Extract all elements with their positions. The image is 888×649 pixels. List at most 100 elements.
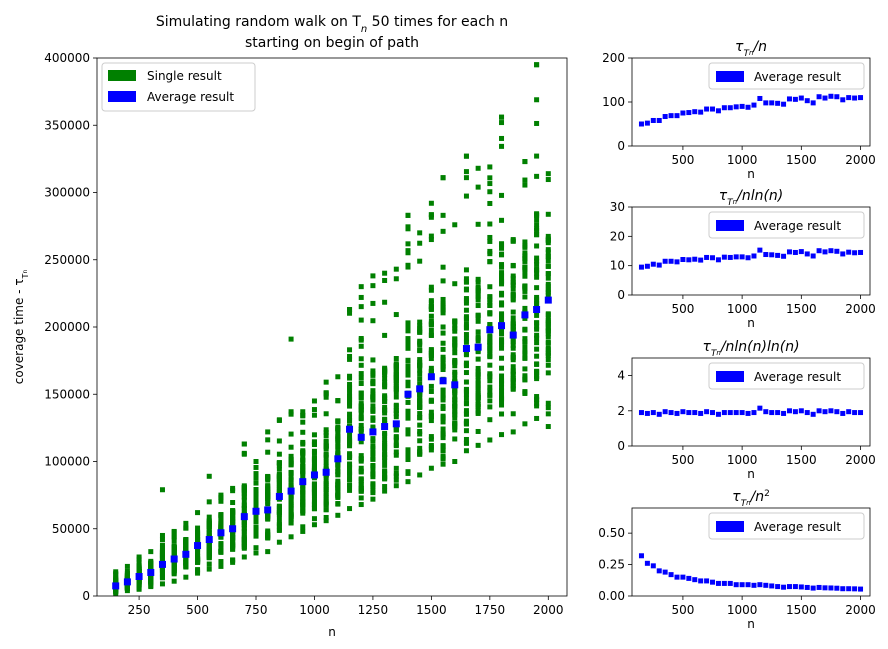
single-result-point (393, 408, 399, 414)
average-result-point (852, 586, 858, 592)
single-result-point (159, 581, 165, 587)
single-result-point (428, 306, 434, 312)
average-result-point (252, 507, 260, 515)
average-result-point (698, 410, 704, 416)
single-result-point (300, 490, 306, 496)
single-result-point (405, 469, 411, 475)
single-result-point (534, 376, 540, 382)
single-result-point (311, 505, 317, 511)
average-result-point (763, 582, 769, 588)
single-result-point (499, 381, 505, 387)
single-result-point (370, 481, 376, 487)
single-result-point (452, 459, 458, 464)
single-result-point (276, 460, 282, 466)
average-result-point (644, 560, 650, 566)
single-result-point (393, 414, 399, 420)
main-y-label-sub: T (21, 273, 30, 279)
single-result-point (347, 506, 353, 512)
single-result-point (510, 338, 516, 344)
single-result-point (452, 328, 458, 334)
average-result-point (792, 409, 798, 415)
single-result-point (347, 443, 353, 449)
x-tick-label: 1500 (786, 302, 817, 316)
average-result-point (846, 586, 852, 592)
single-result-point (405, 363, 411, 369)
single-result-point (545, 292, 551, 298)
y-tick-label: 200 (602, 51, 625, 65)
single-result-point (440, 310, 446, 316)
single-result-point (253, 545, 259, 551)
single-result-point (522, 159, 528, 165)
single-result-point (534, 227, 540, 233)
average-result-point (229, 525, 237, 533)
single-result-point (311, 501, 317, 507)
single-result-point (253, 550, 259, 556)
title-subsub: n (746, 499, 750, 507)
single-result-point (171, 552, 177, 558)
single-result-point (288, 457, 294, 463)
average-result-point (775, 410, 781, 416)
average-result-point (757, 582, 763, 588)
single-result-point (148, 565, 154, 571)
single-result-point (382, 452, 388, 458)
single-result-point (358, 356, 364, 362)
single-result-point (545, 288, 551, 294)
single-result-point (487, 200, 493, 206)
single-result-point (545, 321, 551, 327)
single-result-point (276, 520, 282, 526)
ratio_n2-legend: Average result (708, 512, 865, 540)
single-result-point (288, 462, 294, 468)
average-result-point (858, 95, 864, 101)
single-result-point (428, 383, 434, 389)
average-result-point (638, 264, 644, 270)
average-result-point (727, 254, 733, 260)
single-result-point (463, 169, 469, 175)
average-result-point (852, 250, 858, 256)
single-result-point (545, 405, 551, 411)
single-result-point (452, 318, 458, 324)
single-result-point (347, 462, 353, 468)
single-result-point (522, 239, 528, 245)
x-tick-label: 1500 (786, 603, 817, 617)
single-result-point (382, 445, 388, 451)
single-result-point (499, 402, 505, 408)
y-tick-label: 30 (610, 200, 625, 214)
single-result-point (253, 514, 259, 520)
x-tick-label: 2000 (533, 603, 564, 617)
legend-label: Average result (754, 370, 841, 384)
single-result-point (487, 362, 493, 368)
single-result-point (440, 448, 446, 454)
single-result-point (300, 409, 306, 415)
average-result-point (680, 257, 686, 263)
x-tick-label: 1500 (786, 153, 817, 167)
single-result-point (463, 267, 469, 273)
single-result-point (417, 404, 423, 410)
average-result-point (733, 104, 739, 110)
single-result-point (323, 463, 329, 469)
single-result-point (335, 485, 341, 491)
average-result-point (846, 249, 852, 255)
single-result-point (510, 286, 516, 292)
single-result-point (405, 450, 411, 456)
title-tail: /nln(n) (735, 188, 783, 204)
single-result-point (347, 403, 353, 409)
average-result-point (822, 585, 828, 591)
main-title-line1: Simulating random walk on Tn 50 times fo… (156, 14, 508, 35)
average-result-point (704, 409, 710, 415)
single-result-point (428, 212, 434, 218)
single-result-point (347, 436, 353, 442)
single-result-point (358, 465, 364, 471)
single-result-point (253, 494, 259, 500)
single-result-point (499, 331, 505, 337)
single-result-point (522, 244, 528, 250)
single-result-point (276, 516, 282, 522)
single-result-point (335, 494, 341, 500)
average-result-point (521, 311, 529, 319)
single-result-point (393, 368, 399, 374)
x-tick-label: 2000 (845, 453, 876, 467)
single-result-point (475, 184, 481, 190)
ratio_nlogn-title: τTn/nln(n) (719, 188, 784, 208)
y-tick-label: 0.00 (598, 589, 625, 603)
average-result-point (858, 249, 864, 255)
single-result-point (510, 429, 516, 435)
